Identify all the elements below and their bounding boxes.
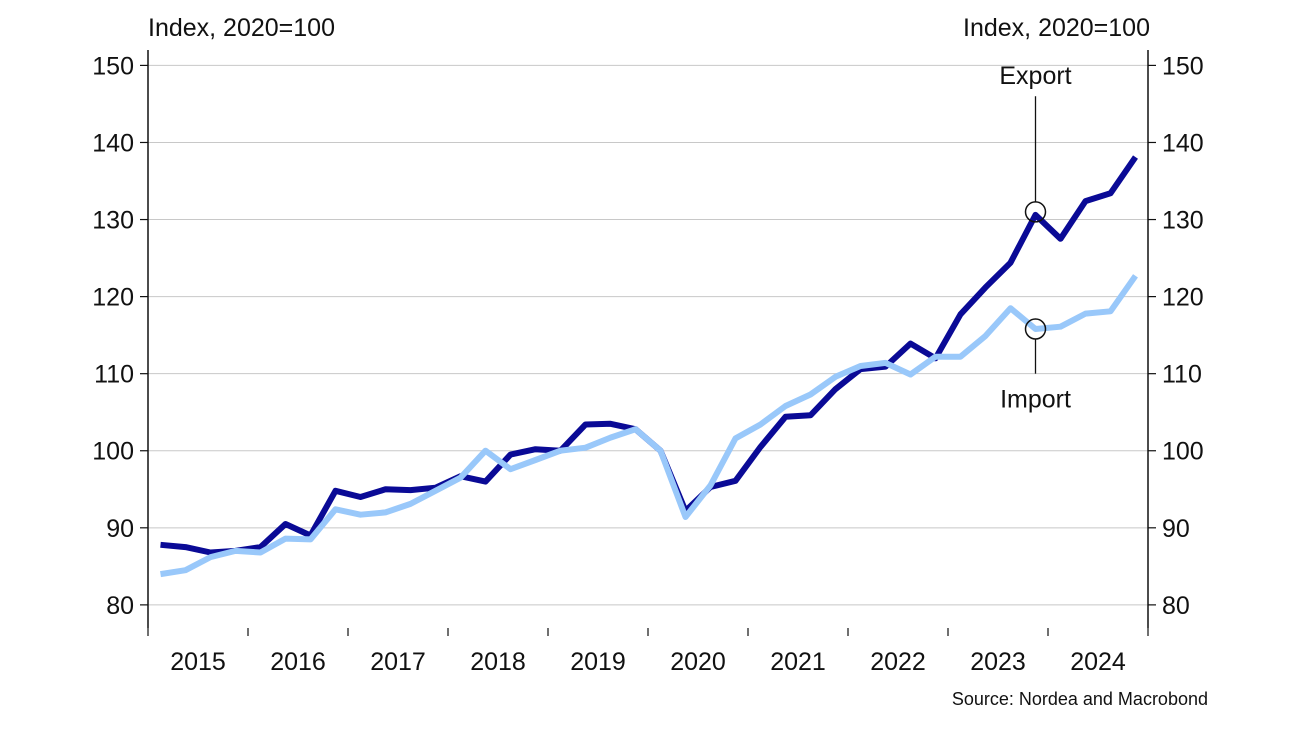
axes <box>140 50 1156 636</box>
y-tick-label-left: 110 <box>94 361 134 389</box>
x-tick-label: 2024 <box>1070 648 1126 676</box>
annotation-marker-import <box>1024 318 1047 340</box>
y-axis-left-unit: Index, 2020=100 <box>148 14 335 42</box>
annotation-label-export: Export <box>999 62 1071 90</box>
x-tick-label: 2017 <box>370 648 426 676</box>
x-tick-label: 2021 <box>770 648 826 676</box>
x-tick-label: 2015 <box>170 648 226 676</box>
x-tick-label: 2022 <box>870 648 926 676</box>
y-tick-label-left: 80 <box>106 592 134 620</box>
annotation-label-import: Import <box>1000 386 1071 414</box>
series-lines <box>160 155 1138 578</box>
y-tick-label-left: 100 <box>92 438 134 466</box>
annotation-marker-export <box>1024 201 1047 223</box>
source-note: Source: Nordea and Macrobond <box>951 689 1208 709</box>
y-tick-label-left: 130 <box>92 207 134 235</box>
y-tick-label-right: 80 <box>1162 592 1190 620</box>
y-tick-label-right: 150 <box>1162 52 1204 80</box>
y-tick-label-right: 110 <box>1162 361 1202 389</box>
x-tick-label: 2018 <box>470 648 526 676</box>
y-tick-label-right: 100 <box>1162 438 1204 466</box>
y-axis-right-ticks: 80 90 100 110 120 130 140 150 <box>1162 52 1204 619</box>
x-tick-label: 2019 <box>570 648 626 676</box>
y-tick-label-left: 90 <box>106 515 134 543</box>
y-tick-label-left: 150 <box>92 52 134 80</box>
y-tick-label-right: 90 <box>1162 515 1190 543</box>
y-tick-label-right: 130 <box>1162 207 1204 235</box>
series-line-import <box>160 274 1138 578</box>
y-tick-label-left: 120 <box>92 284 134 312</box>
y-tick-label-right: 120 <box>1162 284 1204 312</box>
y-tick-label-left: 140 <box>92 129 134 157</box>
x-tick-label: 2016 <box>270 648 326 676</box>
gridlines <box>148 64 1148 606</box>
annotations: Export Import <box>999 62 1071 413</box>
series-line-export <box>160 155 1138 556</box>
x-tick-label: 2023 <box>970 648 1026 676</box>
y-tick-label-right: 140 <box>1162 129 1204 157</box>
x-axis-ticks: 2015 2016 2017 2018 2019 2020 2021 2022 2023 2024 <box>170 648 1126 676</box>
x-tick-label: 2020 <box>670 648 726 676</box>
y-axis-left-ticks: 80 90 100 110 120 130 140 150 <box>92 52 134 619</box>
y-axis-right-unit: Index, 2020=100 <box>963 14 1150 42</box>
